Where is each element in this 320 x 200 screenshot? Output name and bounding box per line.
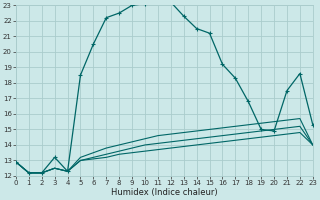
X-axis label: Humidex (Indice chaleur): Humidex (Indice chaleur) bbox=[111, 188, 218, 197]
